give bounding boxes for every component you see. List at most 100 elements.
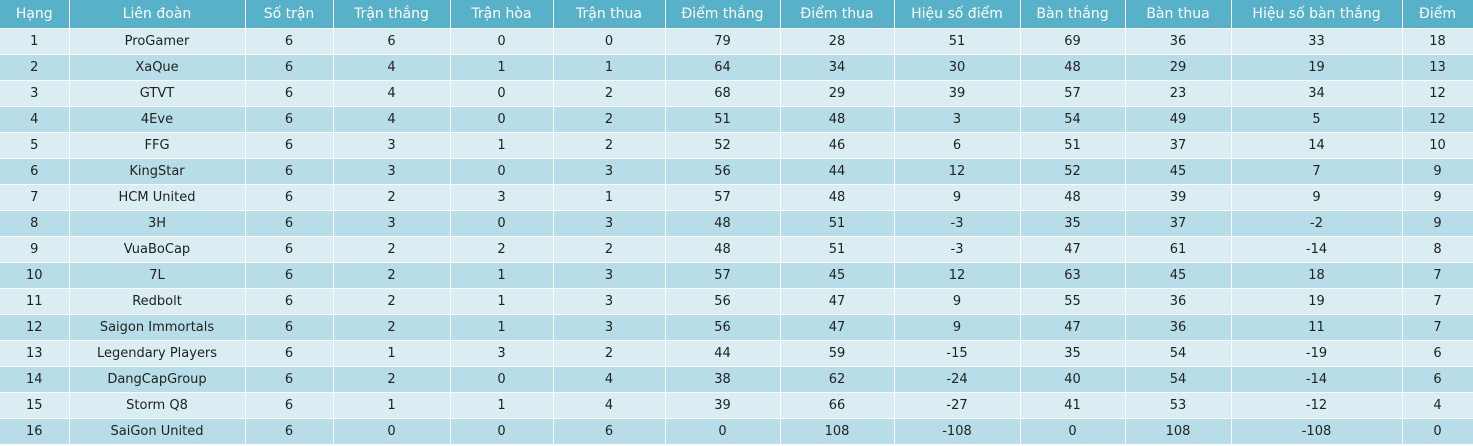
cell-played: 6: [245, 184, 334, 211]
cell-goal-diff: 11: [1231, 314, 1403, 341]
cell-goals-against: 61: [1125, 236, 1232, 263]
table-row: 2 XaQue 6 4 1 1 64 34 30 48 29 19 13: [0, 54, 1473, 81]
cell-goals-against: 108: [1125, 418, 1232, 445]
cell-draws: 0: [450, 210, 554, 237]
cell-rank: 12: [0, 314, 70, 341]
cell-points-for: 48: [665, 210, 781, 237]
header-played: Số trận: [245, 0, 334, 29]
cell-goals-for: 55: [1020, 288, 1126, 315]
cell-goals-for: 48: [1020, 54, 1126, 81]
table-row: 10 7L 6 2 1 3 57 45 12 63 45 18 7: [0, 262, 1473, 289]
cell-point-diff: -27: [894, 392, 1021, 419]
table-row: 14 DangCapGroup 6 2 0 4 38 62 -24 40 54 -14 6: [0, 366, 1473, 393]
cell-wins: 4: [333, 106, 451, 133]
cell-goals-against: 39: [1125, 184, 1232, 211]
cell-goals-against: 29: [1125, 54, 1232, 81]
cell-goals-for: 48: [1020, 184, 1126, 211]
cell-goals-against: 53: [1125, 392, 1232, 419]
table-row: 7 HCM United 6 2 3 1 57 48 9 48 39 9 9: [0, 184, 1473, 211]
cell-goals-for: 47: [1020, 236, 1126, 263]
table-row: 15 Storm Q8 6 1 1 4 39 66 -27 41 53 -12 4: [0, 392, 1473, 419]
cell-draws: 1: [450, 54, 554, 81]
cell-goal-diff: 7: [1231, 158, 1403, 185]
cell-point-diff: 9: [894, 314, 1021, 341]
header-point-diff: Hiệu số điểm: [894, 0, 1021, 29]
cell-team: HCM United: [69, 184, 246, 211]
cell-goals-for: 47: [1020, 314, 1126, 341]
cell-points-for: 64: [665, 54, 781, 81]
cell-total-points: 8: [1402, 236, 1473, 263]
cell-points-for: 44: [665, 340, 781, 367]
cell-team: FFG: [69, 132, 246, 159]
cell-rank: 2: [0, 54, 70, 81]
cell-rank: 10: [0, 262, 70, 289]
cell-goals-against: 37: [1125, 132, 1232, 159]
cell-rank: 5: [0, 132, 70, 159]
cell-played: 6: [245, 28, 334, 55]
table-row: 4 4Eve 6 4 0 2 51 48 3 54 49 5 12: [0, 106, 1473, 133]
cell-point-diff: 39: [894, 80, 1021, 107]
cell-points-against: 28: [780, 28, 895, 55]
cell-played: 6: [245, 80, 334, 107]
cell-goals-for: 40: [1020, 366, 1126, 393]
cell-team: GTVT: [69, 80, 246, 107]
cell-goal-diff: 33: [1231, 28, 1403, 55]
cell-draws: 0: [450, 80, 554, 107]
cell-team: VuaBoCap: [69, 236, 246, 263]
cell-played: 6: [245, 132, 334, 159]
cell-goals-for: 63: [1020, 262, 1126, 289]
cell-wins: 2: [333, 184, 451, 211]
cell-losses: 4: [553, 366, 666, 393]
header-points-for: Điểm thắng: [665, 0, 781, 29]
cell-points-against: 51: [780, 210, 895, 237]
cell-points-for: 56: [665, 314, 781, 341]
header-draws: Trận hòa: [450, 0, 554, 29]
cell-rank: 1: [0, 28, 70, 55]
cell-goals-for: 35: [1020, 340, 1126, 367]
cell-played: 6: [245, 106, 334, 133]
cell-played: 6: [245, 158, 334, 185]
cell-goal-diff: -14: [1231, 236, 1403, 263]
cell-team: ProGamer: [69, 28, 246, 55]
header-goal-diff: Hiệu số bàn thắng: [1231, 0, 1403, 29]
cell-goal-diff: 18: [1231, 262, 1403, 289]
cell-total-points: 6: [1402, 366, 1473, 393]
cell-team: KingStar: [69, 158, 246, 185]
cell-total-points: 10: [1402, 132, 1473, 159]
cell-goals-for: 52: [1020, 158, 1126, 185]
cell-losses: 3: [553, 262, 666, 289]
cell-goals-for: 41: [1020, 392, 1126, 419]
cell-draws: 1: [450, 262, 554, 289]
cell-draws: 0: [450, 366, 554, 393]
cell-wins: 2: [333, 314, 451, 341]
cell-draws: 1: [450, 392, 554, 419]
cell-played: 6: [245, 314, 334, 341]
cell-goals-against: 45: [1125, 158, 1232, 185]
cell-rank: 11: [0, 288, 70, 315]
cell-wins: 3: [333, 210, 451, 237]
header-wins: Trận thắng: [333, 0, 451, 29]
cell-losses: 2: [553, 132, 666, 159]
cell-points-against: 47: [780, 288, 895, 315]
cell-team: XaQue: [69, 54, 246, 81]
cell-points-against: 47: [780, 314, 895, 341]
header-rank: Hạng: [0, 0, 70, 29]
header-team: Liên đoàn: [69, 0, 246, 29]
cell-played: 6: [245, 418, 334, 445]
cell-points-for: 68: [665, 80, 781, 107]
cell-point-diff: -3: [894, 236, 1021, 263]
cell-losses: 6: [553, 418, 666, 445]
cell-goal-diff: 14: [1231, 132, 1403, 159]
table-row: 3 GTVT 6 4 0 2 68 29 39 57 23 34 12: [0, 80, 1473, 107]
cell-played: 6: [245, 210, 334, 237]
cell-points-against: 34: [780, 54, 895, 81]
cell-point-diff: 30: [894, 54, 1021, 81]
cell-team: 3H: [69, 210, 246, 237]
cell-losses: 2: [553, 340, 666, 367]
header-points-against: Điểm thua: [780, 0, 895, 29]
cell-total-points: 9: [1402, 210, 1473, 237]
table-row: 6 KingStar 6 3 0 3 56 44 12 52 45 7 9: [0, 158, 1473, 185]
cell-points-for: 38: [665, 366, 781, 393]
cell-points-for: 57: [665, 184, 781, 211]
cell-goal-diff: 9: [1231, 184, 1403, 211]
